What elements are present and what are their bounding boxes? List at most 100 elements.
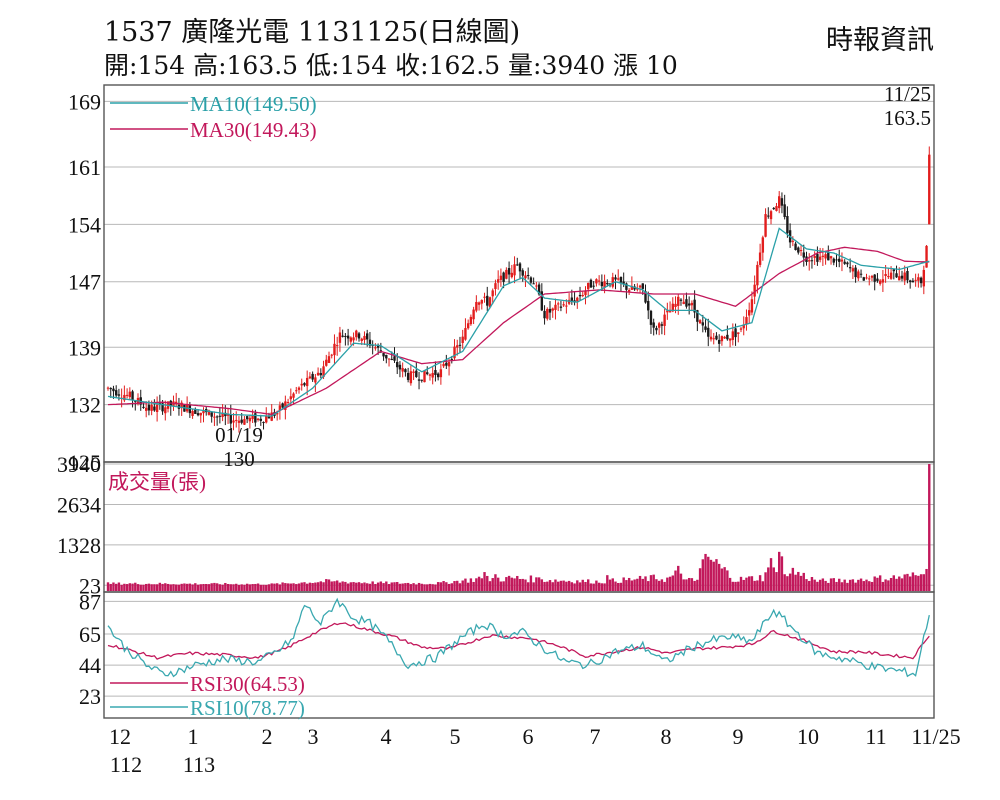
volume-bar — [778, 551, 781, 591]
volume-bar — [797, 571, 800, 591]
candle-body — [838, 258, 841, 262]
volume-bar — [445, 582, 448, 591]
volume-bar — [857, 579, 860, 591]
candle-body — [868, 278, 871, 280]
candle-body — [147, 404, 151, 411]
candle-body — [862, 277, 865, 281]
volume-bar — [728, 577, 732, 591]
volume-bar — [447, 583, 451, 591]
volume-bar — [183, 583, 186, 591]
month-tick-label: 4 — [381, 724, 392, 749]
candle-body — [382, 353, 385, 357]
volume-bar — [270, 583, 273, 591]
candle-body — [690, 302, 694, 306]
volume-bar — [851, 579, 855, 591]
candle-body — [357, 333, 361, 339]
candle-body — [464, 328, 467, 340]
legend-label: RSI30(64.53) — [190, 672, 305, 696]
volume-bar — [458, 583, 462, 591]
volume-bar — [532, 582, 535, 591]
volume-bar — [210, 583, 213, 591]
volume-bar — [284, 583, 287, 591]
candle-body — [846, 262, 849, 265]
candle-body — [677, 296, 680, 306]
volume-bar — [235, 583, 238, 591]
candle-body — [404, 369, 407, 373]
month-tick-label: 11 — [865, 724, 886, 749]
candle-body — [114, 390, 118, 396]
volume-bar — [750, 576, 754, 591]
candle-body — [458, 344, 462, 346]
volume-bar — [412, 583, 415, 591]
candle-body — [338, 332, 342, 343]
volume-bar — [698, 568, 702, 591]
candle-body — [576, 297, 579, 302]
candle-body — [199, 412, 202, 416]
volume-bar — [657, 580, 661, 591]
volume-bar — [155, 584, 159, 591]
volume-bar — [164, 583, 167, 591]
candle-body — [925, 245, 928, 268]
candle-body — [813, 255, 816, 258]
volume-bar — [128, 583, 132, 591]
legend-label: MA30(149.43) — [190, 118, 317, 142]
volume-bar — [622, 577, 625, 591]
candle-body — [281, 403, 284, 408]
volume-bar — [376, 582, 380, 591]
volume-bar — [147, 583, 151, 591]
candle-body — [491, 290, 494, 297]
volume-bar — [775, 572, 778, 591]
candle-body — [745, 317, 748, 325]
candle-body — [235, 419, 238, 421]
volume-bar — [802, 572, 805, 591]
candle-body — [548, 308, 552, 313]
candle-body — [314, 377, 317, 383]
volume-bar — [475, 578, 478, 591]
volume-bar — [401, 583, 404, 591]
volume-bar — [666, 577, 669, 591]
candle-body — [731, 331, 735, 340]
volume-bar — [196, 584, 200, 591]
candle-body — [401, 368, 404, 372]
volume-bar — [439, 582, 443, 591]
volume-bar — [278, 584, 282, 591]
volume-bar — [259, 584, 262, 591]
volume-bar — [674, 570, 677, 591]
candle-body — [409, 371, 413, 384]
volume-bar — [614, 581, 617, 591]
candle-body — [540, 291, 544, 311]
volume-bar — [682, 579, 685, 591]
volume-bar — [671, 575, 674, 591]
volume-bar — [516, 575, 519, 591]
volume-bar — [513, 578, 516, 591]
ohlc-summary: 開:154 高:163.5 低:154 收:162.5 量:3940 漲 10 — [104, 51, 678, 80]
volume-bar — [486, 575, 489, 591]
volume-bar — [925, 568, 928, 591]
candle-body — [327, 356, 331, 364]
candle-body — [630, 285, 634, 290]
axis-labels: MA10(149.50)MA30(149.43) 成交量(張) RSI30(64.5… — [57, 82, 961, 777]
candle-body — [213, 416, 216, 418]
volume-bar — [480, 578, 484, 591]
volume-bar — [338, 582, 342, 591]
candle-body — [461, 336, 464, 343]
volume-bar — [567, 580, 571, 591]
volume-bar — [172, 584, 175, 591]
candle-body — [355, 330, 358, 338]
volume-bar — [906, 573, 909, 591]
candle-body — [363, 335, 366, 340]
price-tick-label: 147 — [68, 270, 101, 295]
volume-bar — [139, 584, 142, 591]
volume-bar — [597, 582, 601, 591]
volume-bar — [889, 577, 893, 591]
volume-bar — [581, 579, 584, 591]
price-tick-label: 132 — [68, 393, 101, 418]
candle-body — [546, 308, 549, 319]
volume-bar — [878, 575, 882, 591]
candle-body — [521, 270, 524, 276]
candle-body — [297, 387, 301, 390]
volume-bar — [739, 576, 743, 591]
candle-body — [701, 322, 705, 326]
candle-body — [693, 299, 696, 313]
volume-bar — [592, 583, 595, 591]
